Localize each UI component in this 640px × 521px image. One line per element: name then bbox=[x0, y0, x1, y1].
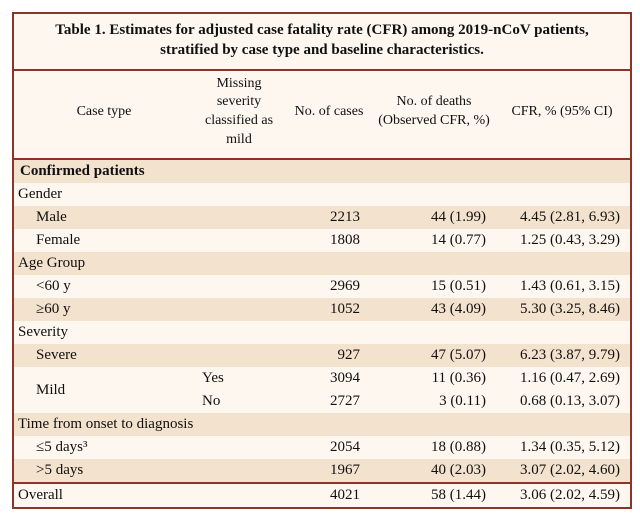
header-cfr: CFR, % (95% CI) bbox=[494, 71, 630, 160]
row-lt60: <60 y 2969 15 (0.51) 1.43 (0.61, 3.15) bbox=[14, 275, 630, 298]
title-line-1: Table 1. Estimates for adjusted case fat… bbox=[55, 22, 588, 38]
section-confirmed-patients: Confirmed patients bbox=[14, 159, 630, 183]
row-le5: ≤5 days³ 2054 18 (0.88) 1.34 (0.35, 5.12… bbox=[14, 436, 630, 459]
row-female: Female 1808 14 (0.77) 1.25 (0.43, 3.29) bbox=[14, 229, 630, 252]
header-missing-severity: Missing severity classified as mild bbox=[194, 71, 284, 160]
row-overall: Overall 4021 58 (1.44) 3.06 (2.02, 4.59) bbox=[14, 483, 630, 507]
subhead-severity: Severity bbox=[14, 321, 630, 344]
subhead-age-group: Age Group bbox=[14, 252, 630, 275]
subhead-time: Time from onset to diagnosis bbox=[14, 413, 630, 436]
row-ge60: ≥60 y 1052 43 (4.09) 5.30 (3.25, 8.46) bbox=[14, 298, 630, 321]
table-title: Table 1. Estimates for adjusted case fat… bbox=[14, 14, 630, 71]
row-severe: Severe 927 47 (5.07) 6.23 (3.87, 9.79) bbox=[14, 344, 630, 367]
title-line-2: stratified by case type and baseline cha… bbox=[160, 42, 484, 58]
row-male: Male 2213 44 (1.99) 4.45 (2.81, 6.93) bbox=[14, 206, 630, 229]
cfr-table: Case type Missing severity classified as… bbox=[14, 71, 630, 508]
row-gt5: >5 days 1967 40 (2.03) 3.07 (2.02, 4.60) bbox=[14, 459, 630, 483]
row-mild-yes: Mild Yes 3094 11 (0.36) 1.16 (0.47, 2.69… bbox=[14, 367, 630, 390]
header-no-deaths: No. of deaths (Observed CFR, %) bbox=[374, 71, 494, 160]
subhead-gender: Gender bbox=[14, 183, 630, 206]
header-no-cases: No. of cases bbox=[284, 71, 374, 160]
header-case-type: Case type bbox=[14, 71, 194, 160]
label-mild: Mild bbox=[14, 367, 194, 413]
table-container: Table 1. Estimates for adjusted case fat… bbox=[12, 12, 632, 509]
